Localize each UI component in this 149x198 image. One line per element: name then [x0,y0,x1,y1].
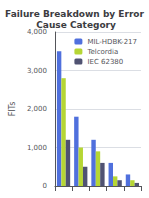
svg-text:0: 0 [42,182,46,190]
svg-text:4,000: 4,000 [26,28,47,36]
svg-text:Telcordia: Telcordia [86,48,118,56]
svg-text:Cause Category: Cause Category [33,20,116,30]
svg-text:1,000: 1,000 [27,144,47,152]
svg-text:Failure Breakdown by Error: Failure Breakdown by Error [5,9,145,19]
svg-text:MIL-HDBK-217: MIL-HDBK-217 [87,38,137,46]
svg-text:3,000: 3,000 [27,67,47,75]
svg-text:FITs: FITs [8,102,17,117]
svg-text:IEC 62380: IEC 62380 [87,58,123,66]
svg-text:2,000: 2,000 [27,105,47,113]
